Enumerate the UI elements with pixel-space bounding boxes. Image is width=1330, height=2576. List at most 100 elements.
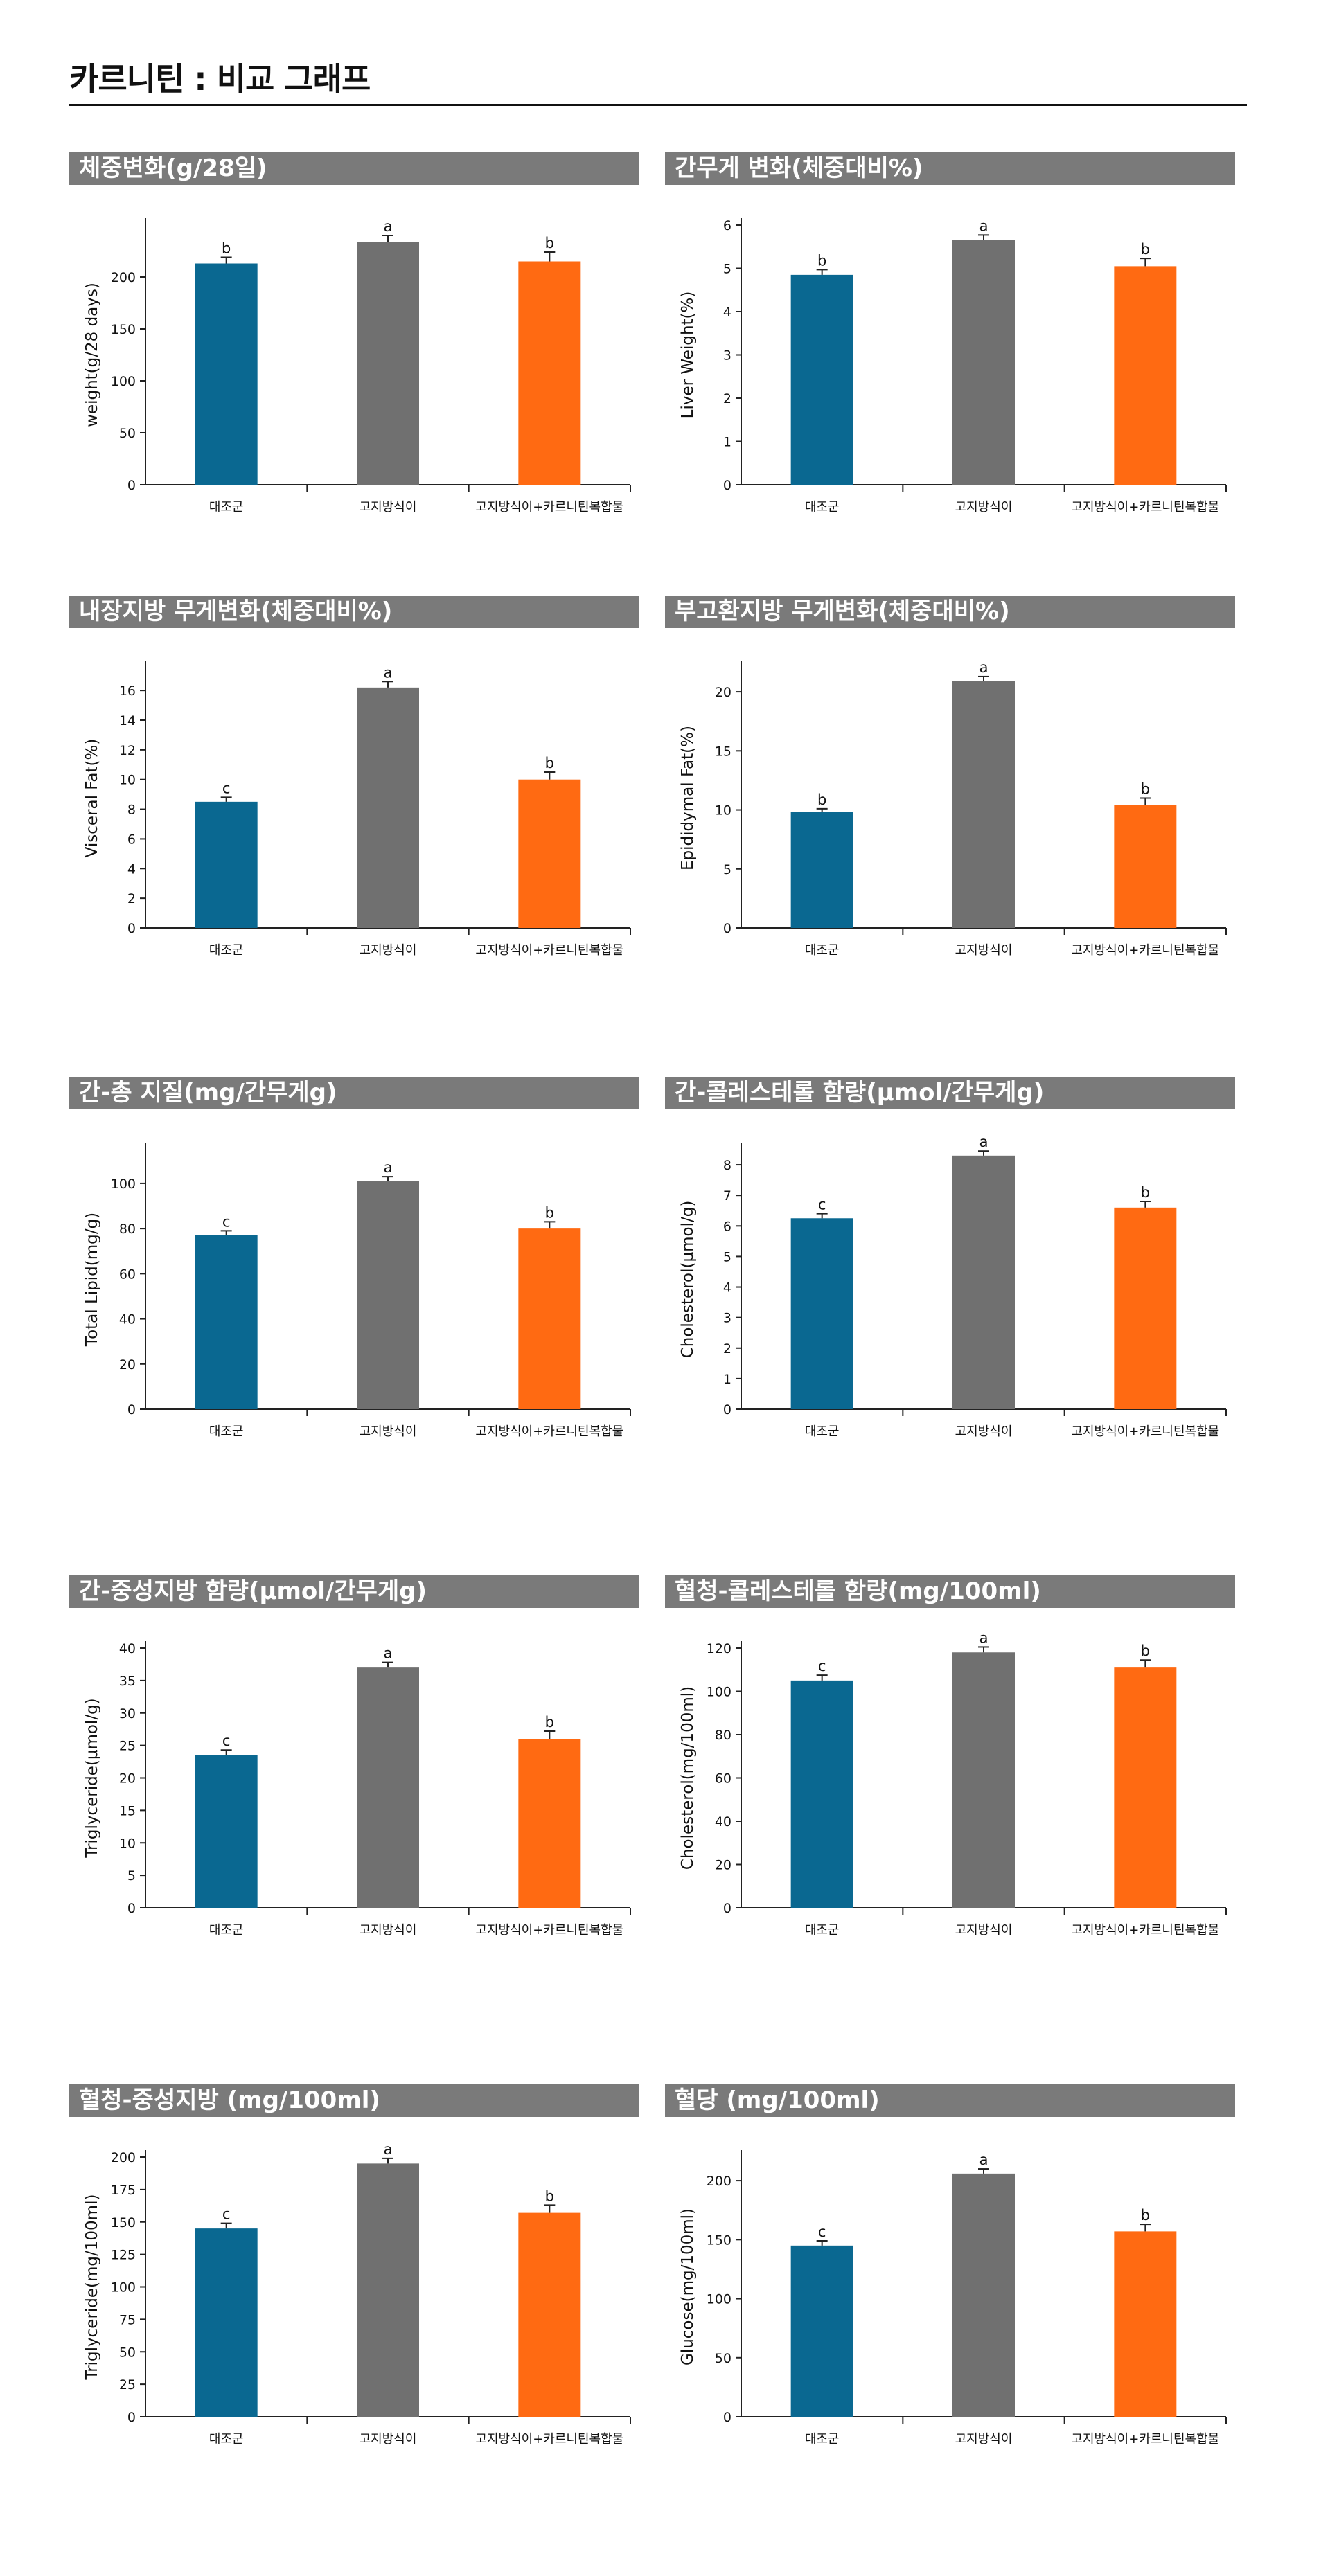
x-category-label: 고지방식이 [955,1424,1013,1439]
significance-label: a [979,2152,988,2168]
y-tick-label: 5 [723,862,732,877]
y-tick-label: 150 [707,2233,732,2248]
bar [357,1667,419,1908]
significance-label: c [222,780,231,796]
bar [952,2173,1015,2417]
bar [195,1755,258,1908]
x-category-label: 고지방식이+카르니틴복합물 [475,1424,623,1439]
y-tick-label: 100 [707,2292,732,2307]
significance-label: a [384,1645,393,1662]
bar [1114,1667,1177,1908]
x-category-label: 고지방식이+카르니틴복합물 [475,2432,623,2447]
y-tick-label: 150 [111,2215,136,2230]
y-tick-label: 60 [119,1267,136,1282]
y-tick-label: 25 [119,1739,136,1754]
y-tick-label: 16 [119,683,136,699]
x-category-label: 고지방식이 [360,500,417,515]
chart-title: 체중변화(g/28일) [69,152,639,185]
x-category-label: 고지방식이+카르니틴복합물 [475,500,623,515]
x-category-label: 고지방식이+카르니틴복합물 [475,1923,623,1938]
chart-panel-liver-total-lipid: 간-총 지질(mg/간무게g) 0 20 40 60 80 100 Total Lipid(… [69,1077,639,1465]
bar [518,779,581,928]
x-category-label: 대조군 [805,943,840,958]
bar [790,1680,853,1908]
bar [1114,1207,1177,1409]
y-tick-label: 100 [111,2280,136,2296]
y-tick-label: 0 [127,921,136,936]
significance-label: b [545,1714,554,1730]
y-tick-label: 40 [119,1641,136,1656]
bar [357,1181,419,1409]
bar [518,1228,581,1409]
page-title: 카르니틴 : 비교 그래프 [69,60,371,98]
chart-panel-liver-triglyceride: 간-중성지방 함량(μmol/간무게g) 0 5 10 15 20 25 30 35 40 Tri… [69,1575,639,1963]
bar-chart-epididymal-fat: 0 5 10 15 20 Epididymal Fat(%) b 대조군 a 고지방식이 b 고지방식… [679,659,1227,958]
y-tick-label: 0 [127,2410,136,2425]
x-category-label: 고지방식이 [955,1923,1013,1938]
chart-title: 간-콜레스테롤 함량(μmol/간무게g) [665,1077,1235,1109]
y-tick-label: 100 [707,1685,732,1700]
bar-chart-body-weight: 0 50 100 150 200 weight(g/28 days) b 대조군 a 고지방식이 b… [83,218,631,515]
bar [790,1218,853,1409]
y-tick-label: 4 [723,1280,732,1296]
chart-panel-visceral-fat: 내장지방 무게변화(체중대비%) 0 2 4 6 8 10 12 14 16 Visceral F… [69,596,639,983]
y-tick-label: 10 [715,803,732,819]
significance-label: b [817,791,826,808]
x-category-label: 고지방식이+카르니틴복합물 [1071,1424,1219,1439]
y-axis-label: Triglyceride(mg/100ml) [83,2194,101,2381]
chart-panel-liver-weight: 간무게 변화(체중대비%) 0 1 2 3 4 5 6 Liver Weight(%) b 대조군… [665,152,1235,540]
significance-label: a [979,1134,988,1150]
y-axis-label: Epididymal Fat(%) [679,726,697,870]
bar [195,263,258,485]
y-tick-label: 80 [119,1222,136,1237]
y-tick-label: 20 [715,685,732,700]
y-tick-label: 2 [723,391,732,406]
y-axis-label: Liver Weight(%) [679,292,697,419]
chart-panel-epididymal-fat: 부고환지방 무게변화(체중대비%) 0 5 10 15 20 Epididymal Fat… [665,596,1235,983]
y-tick-label: 150 [111,322,136,337]
y-axis-label: Triglyceride(μmol/g) [83,1698,101,1858]
y-tick-label: 200 [707,2174,732,2189]
y-tick-label: 0 [723,1901,732,1916]
y-tick-label: 8 [723,1158,732,1173]
y-tick-label: 6 [723,1219,732,1234]
significance-label: b [545,235,554,251]
x-category-label: 고지방식이 [360,943,417,958]
y-tick-label: 3 [723,348,732,364]
significance-label: b [545,2188,554,2204]
y-tick-label: 0 [723,921,732,936]
y-tick-label: 8 [127,803,136,818]
y-tick-label: 80 [715,1728,732,1743]
y-tick-label: 6 [723,218,732,233]
significance-label: b [222,240,231,257]
significance-label: b [1141,1643,1150,1659]
significance-label: a [384,2141,393,2158]
x-category-label: 고지방식이 [955,943,1013,958]
significance-label: a [384,664,393,681]
bar-chart-liver-cholesterol: 0 1 2 3 4 5 6 7 8 Cholesterol(μmol/g) c 대조군 a 고지방식이 b 고… [679,1134,1227,1439]
x-category-label: 고지방식이+카르니틴복합물 [1071,943,1219,958]
y-tick-label: 1 [723,435,732,450]
y-tick-label: 15 [119,1803,136,1818]
significance-label: b [817,252,826,269]
chart-title: 혈청-중성지방 (mg/100ml) [69,2084,639,2117]
chart-title: 간무게 변화(체중대비%) [665,152,1235,185]
x-category-label: 고지방식이 [955,500,1013,515]
y-tick-label: 0 [723,1402,732,1417]
x-category-label: 대조군 [805,2432,840,2447]
x-category-label: 대조군 [805,1923,840,1938]
y-tick-label: 0 [723,478,732,493]
chart-title: 부고환지방 무게변화(체중대비%) [665,596,1235,628]
bar [357,687,419,928]
y-tick-label: 5 [127,1868,136,1884]
y-tick-label: 75 [119,2312,136,2327]
y-tick-label: 0 [723,2410,732,2425]
bar [518,261,581,485]
y-tick-label: 4 [723,305,732,320]
x-category-label: 고지방식이+카르니틴복합물 [1071,2432,1219,2447]
chart-panel-serum-cholesterol: 혈청-콜레스테롤 함량(mg/100ml) 0 20 40 60 80 100 120 Cho… [665,1575,1235,1963]
y-tick-label: 40 [119,1312,136,1327]
title-divider [69,104,1247,106]
bar [518,1739,581,1908]
bar [952,240,1015,485]
